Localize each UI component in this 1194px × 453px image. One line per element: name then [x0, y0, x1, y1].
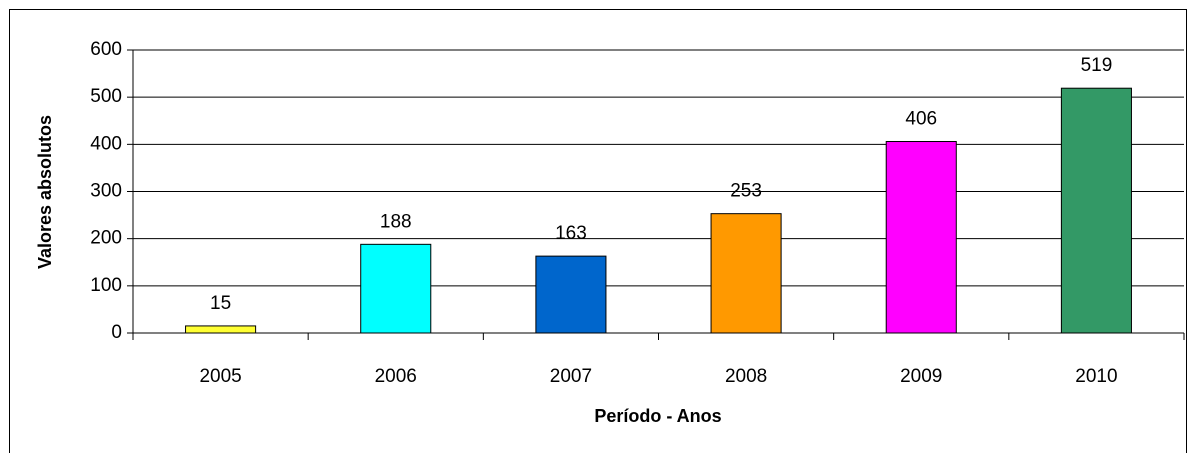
data-label: 406: [905, 109, 937, 130]
x-tick-label: 2005: [199, 366, 241, 387]
x-axis-title: Período - Anos: [594, 406, 721, 426]
y-axis-title: Valores absolutos: [35, 115, 55, 269]
data-label: 519: [1081, 55, 1113, 76]
data-label: 163: [555, 223, 587, 244]
bar: [360, 243, 432, 334]
y-tick-label: 200: [90, 228, 122, 249]
data-label: 15: [210, 293, 231, 314]
y-tick-label: 600: [90, 39, 122, 60]
x-tick-label: 2006: [375, 366, 417, 387]
y-tick-label: 300: [90, 181, 122, 202]
bar: [885, 141, 957, 334]
data-label: 253: [730, 181, 762, 202]
bar: [710, 213, 782, 334]
bar: [1060, 87, 1132, 334]
y-tick-label: 100: [90, 275, 122, 296]
data-label: 188: [380, 211, 412, 232]
x-tick-label: 2009: [900, 366, 942, 387]
y-tick-label: 500: [90, 86, 122, 107]
x-tick-label: 2008: [725, 366, 767, 387]
y-tick-label: 0: [111, 322, 122, 343]
bar: [535, 255, 607, 334]
x-tick-label: 2007: [550, 366, 592, 387]
bar: [185, 325, 257, 334]
y-tick-label: 400: [90, 133, 122, 154]
x-tick-label: 2010: [1075, 366, 1117, 387]
chart-frame: [9, 9, 1187, 453]
